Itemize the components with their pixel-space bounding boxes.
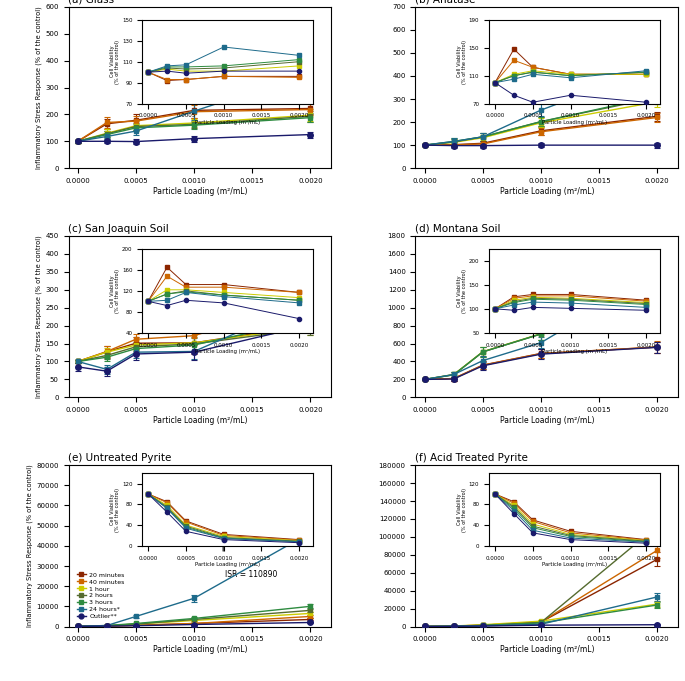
- Text: (f) Acid Treated Pyrite: (f) Acid Treated Pyrite: [415, 453, 528, 463]
- Text: ISR = 110890: ISR = 110890: [225, 570, 278, 579]
- Text: (b) Anatase: (b) Anatase: [415, 0, 476, 5]
- Text: (a) Glass: (a) Glass: [68, 0, 114, 5]
- X-axis label: Particle Loading (m²/mL): Particle Loading (m²/mL): [153, 416, 247, 425]
- Y-axis label: Inflammatory Stress Response (% of the control): Inflammatory Stress Response (% of the c…: [36, 236, 42, 398]
- X-axis label: Particle Loading (m²/mL): Particle Loading (m²/mL): [499, 187, 594, 195]
- Text: (d) Montana Soil: (d) Montana Soil: [415, 224, 501, 234]
- X-axis label: Particle Loading (m²/mL): Particle Loading (m²/mL): [153, 645, 247, 654]
- X-axis label: Particle Loading (m²/mL): Particle Loading (m²/mL): [499, 416, 594, 425]
- Text: (e) Untreated Pyrite: (e) Untreated Pyrite: [68, 453, 172, 463]
- Y-axis label: Inflammatory Stress Response (% of the control): Inflammatory Stress Response (% of the c…: [36, 6, 42, 169]
- Y-axis label: Inflammatory Stress Response (% of the control): Inflammatory Stress Response (% of the c…: [27, 464, 34, 627]
- X-axis label: Particle Loading (m²/mL): Particle Loading (m²/mL): [499, 645, 594, 654]
- Legend: 20 minutes, 40 minutes, 1 hour, 2 hours, 3 hours, 24 hours*, Outlier**: 20 minutes, 40 minutes, 1 hour, 2 hours,…: [74, 570, 127, 622]
- X-axis label: Particle Loading (m²/mL): Particle Loading (m²/mL): [153, 187, 247, 195]
- Text: (c) San Joaquin Soil: (c) San Joaquin Soil: [68, 224, 169, 234]
